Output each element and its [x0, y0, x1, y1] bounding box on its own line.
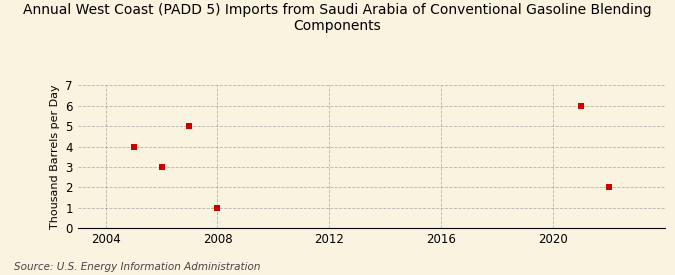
Point — [184, 124, 195, 128]
Point — [576, 103, 587, 108]
Text: Annual West Coast (PADD 5) Imports from Saudi Arabia of Conventional Gasoline Bl: Annual West Coast (PADD 5) Imports from … — [23, 3, 652, 33]
Point — [603, 185, 614, 189]
Point — [156, 165, 167, 169]
Text: Source: U.S. Energy Information Administration: Source: U.S. Energy Information Administ… — [14, 262, 260, 272]
Point — [128, 144, 139, 149]
Y-axis label: Thousand Barrels per Day: Thousand Barrels per Day — [50, 84, 59, 229]
Point — [212, 206, 223, 210]
